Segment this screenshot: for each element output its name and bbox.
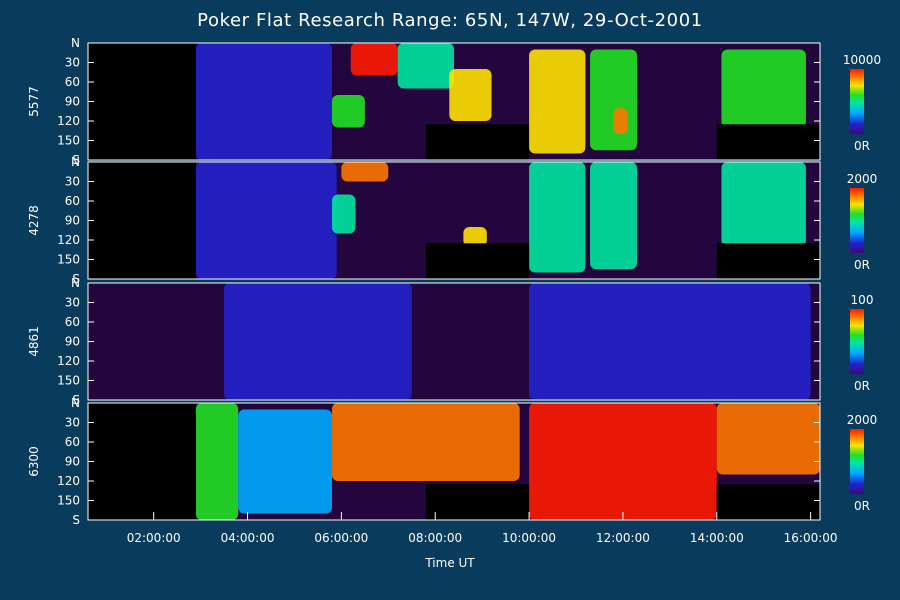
y-tick-label: 60 (65, 435, 80, 449)
x-tick-label: 08:00:00 (408, 531, 462, 545)
colorbar (850, 309, 864, 374)
data-blob (341, 162, 389, 182)
panel-4278: N 30 60 90 120 150 S 4278 2000 0R (27, 155, 877, 286)
y-tick-label: 150 (57, 253, 80, 267)
no-data-mask (88, 403, 196, 520)
no-data-mask (88, 162, 196, 279)
no-data-mask (425, 243, 530, 279)
panel-5577: N 30 60 90 120 150 S 5577 10000 0R (27, 36, 881, 167)
y-tick-label: S (72, 513, 80, 527)
y-tick-label: 120 (57, 474, 80, 488)
data-blob (332, 95, 365, 128)
panel-6300: N 30 60 90 120 150 S 6300 2000 0R (27, 396, 877, 527)
x-tick-label: 06:00:00 (314, 531, 368, 545)
no-data-mask (88, 43, 196, 160)
no-data-mask (425, 484, 530, 520)
data-blob (449, 69, 492, 121)
panel-4861: N 30 60 90 120 150 S 4861 100 0R (27, 276, 873, 407)
y-tick-label: 90 (65, 214, 80, 228)
y-tick-label: 120 (57, 354, 80, 368)
data-blob (721, 49, 806, 128)
data-blob (238, 409, 332, 514)
data-blob (195, 403, 239, 520)
y-tick-label: 150 (57, 374, 80, 388)
y-tick-label: N (71, 36, 80, 50)
data-blob (224, 283, 412, 400)
y-tick-label: 60 (65, 75, 80, 89)
data-blob (590, 162, 637, 270)
y-tick-label: N (71, 276, 80, 290)
colorbar-max-label: 2000 (847, 413, 878, 427)
y-tick-label: 120 (57, 114, 80, 128)
y-tick-label: N (71, 155, 80, 169)
data-blob (195, 162, 337, 279)
y-tick-label: 120 (57, 233, 80, 247)
x-tick-label: 02:00:00 (127, 531, 181, 545)
data-blob (397, 43, 454, 89)
panel-label: 4278 (27, 205, 41, 236)
x-tick-label: 12:00:00 (596, 531, 650, 545)
chart-title: Poker Flat Research Range: 65N, 147W, 29… (197, 10, 703, 31)
y-tick-label: 90 (65, 335, 80, 349)
y-tick-label: 60 (65, 194, 80, 208)
y-tick-label: 90 (65, 95, 80, 109)
data-blob (195, 43, 332, 160)
no-data-mask (716, 243, 820, 279)
y-tick-label: S (72, 272, 80, 286)
colorbar (850, 69, 864, 134)
data-blob (332, 403, 520, 481)
data-blob (613, 108, 628, 134)
no-data-mask (425, 124, 530, 160)
no-data-mask (716, 484, 820, 520)
y-tick-label: 150 (57, 134, 80, 148)
data-blob (716, 403, 820, 475)
y-tick-label: 30 (65, 56, 80, 70)
x-tick-label: 14:00:00 (690, 531, 744, 545)
panel-label: 4861 (27, 326, 41, 357)
colorbar-min-label: 0R (854, 499, 870, 513)
y-tick-label: 60 (65, 315, 80, 329)
colorbar-min-label: 0R (854, 258, 870, 272)
data-blob (529, 403, 717, 520)
data-blob (529, 162, 586, 273)
y-tick-label: S (72, 153, 80, 167)
y-tick-label: N (71, 396, 80, 410)
x-axis-label: Time UT (425, 556, 475, 570)
panel-label: 6300 (27, 446, 41, 477)
data-blob (529, 49, 586, 154)
colorbar-min-label: 0R (854, 139, 870, 153)
colorbar-max-label: 10000 (843, 53, 881, 67)
y-tick-label: S (72, 393, 80, 407)
y-tick-label: 150 (57, 494, 80, 508)
colorbar-max-label: 100 (851, 293, 874, 307)
data-blob (529, 283, 811, 400)
y-tick-label: 30 (65, 175, 80, 189)
colorbar (850, 429, 864, 494)
colorbar-max-label: 2000 (847, 172, 878, 186)
data-blob (332, 194, 356, 234)
data-blob (721, 162, 806, 247)
x-tick-label: 10:00:00 (502, 531, 556, 545)
data-blob (590, 49, 637, 151)
panel-label: 5577 (27, 86, 41, 117)
y-tick-label: 30 (65, 296, 80, 310)
data-blob (463, 227, 487, 247)
y-tick-label: 90 (65, 455, 80, 469)
data-blob (350, 43, 398, 76)
colorbar (850, 188, 864, 253)
x-tick-label: 04:00:00 (221, 531, 275, 545)
y-tick-label: 30 (65, 416, 80, 430)
x-tick-label: 16:00:00 (784, 531, 838, 545)
colorbar-min-label: 0R (854, 379, 870, 393)
no-data-mask (716, 124, 820, 160)
